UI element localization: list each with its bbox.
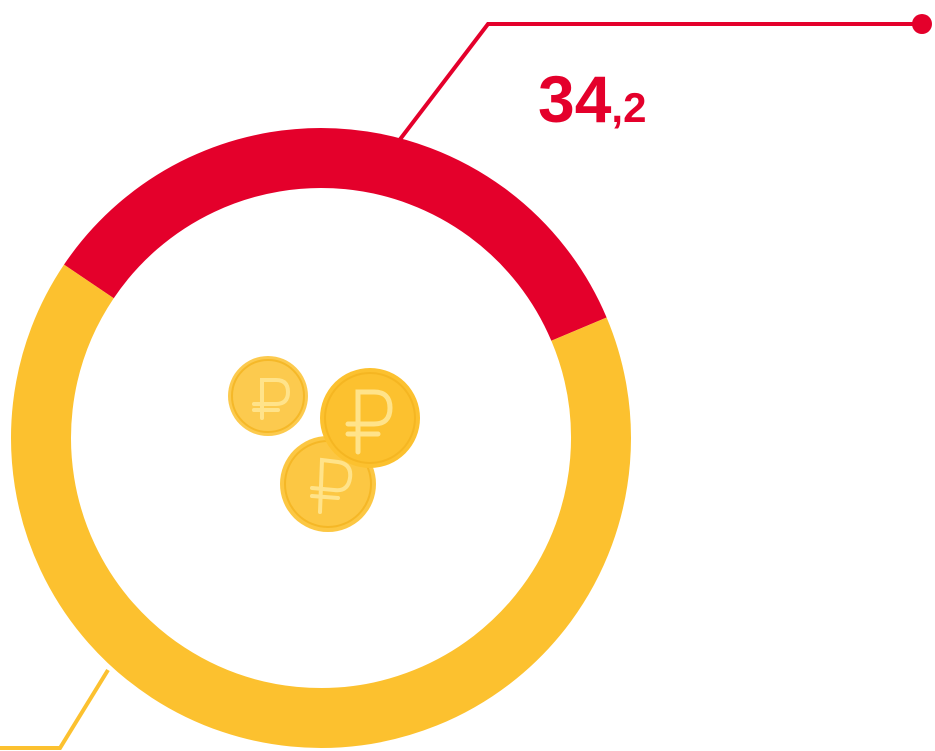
yellow-leader-line [0,668,110,750]
donut-segment-yellow [11,264,631,748]
coin-icon [320,368,420,468]
red-segment-label: 34,2 [538,66,646,141]
leader-lines [0,14,932,750]
red-leader-dot [912,14,932,34]
ruble-coins-icon [228,356,420,532]
label-integer: 34 [538,62,612,136]
coin-icon [228,356,308,436]
donut-segment-red [64,128,607,341]
red-leader-line [396,22,920,144]
donut-segments [11,128,631,748]
label-decimal: ,2 [611,84,647,131]
